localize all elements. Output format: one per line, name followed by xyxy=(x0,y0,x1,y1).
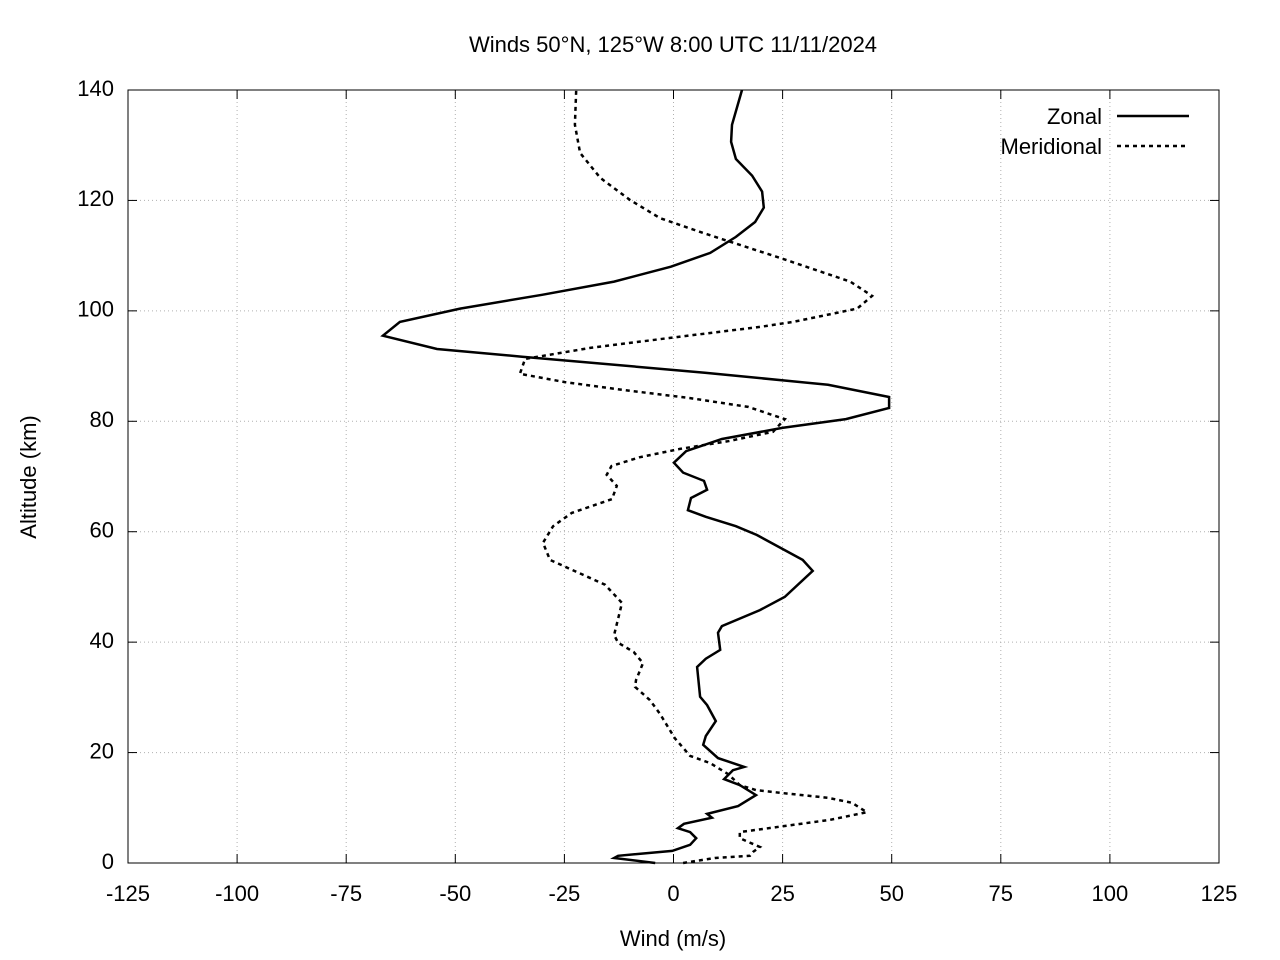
y-tick-label: 40 xyxy=(90,628,114,653)
y-tick-label: 0 xyxy=(102,849,114,874)
x-tick-label: -125 xyxy=(106,881,150,906)
x-tick-label: -100 xyxy=(215,881,259,906)
x-tick-label: -25 xyxy=(549,881,581,906)
x-tick-label: 125 xyxy=(1201,881,1238,906)
chart-title: Winds 50°N, 125°W 8:00 UTC 11/11/2024 xyxy=(469,32,877,57)
x-tick-label: 25 xyxy=(770,881,794,906)
series-line xyxy=(380,89,891,865)
plot-frame xyxy=(127,89,1220,864)
x-tick-label: 75 xyxy=(989,881,1013,906)
y-tick-label: 20 xyxy=(90,738,114,763)
y-tick-label: 60 xyxy=(90,518,114,543)
x-tick-label: -50 xyxy=(439,881,471,906)
y-tick-label: 80 xyxy=(90,407,114,432)
legend-label: Meridional xyxy=(1001,134,1103,159)
y-tick-label: 140 xyxy=(77,76,114,101)
y-axis-label: Altitude (km) xyxy=(16,415,41,538)
y-tick-label: 120 xyxy=(77,186,114,211)
legend-label: Zonal xyxy=(1047,104,1102,129)
x-tick-label: 50 xyxy=(879,881,903,906)
y-tick-label: 100 xyxy=(77,297,114,322)
x-tick-label: 100 xyxy=(1092,881,1129,906)
x-axis-label: Wind (m/s) xyxy=(620,926,726,951)
x-tick-label: -75 xyxy=(330,881,362,906)
x-tick-label: 0 xyxy=(667,881,679,906)
